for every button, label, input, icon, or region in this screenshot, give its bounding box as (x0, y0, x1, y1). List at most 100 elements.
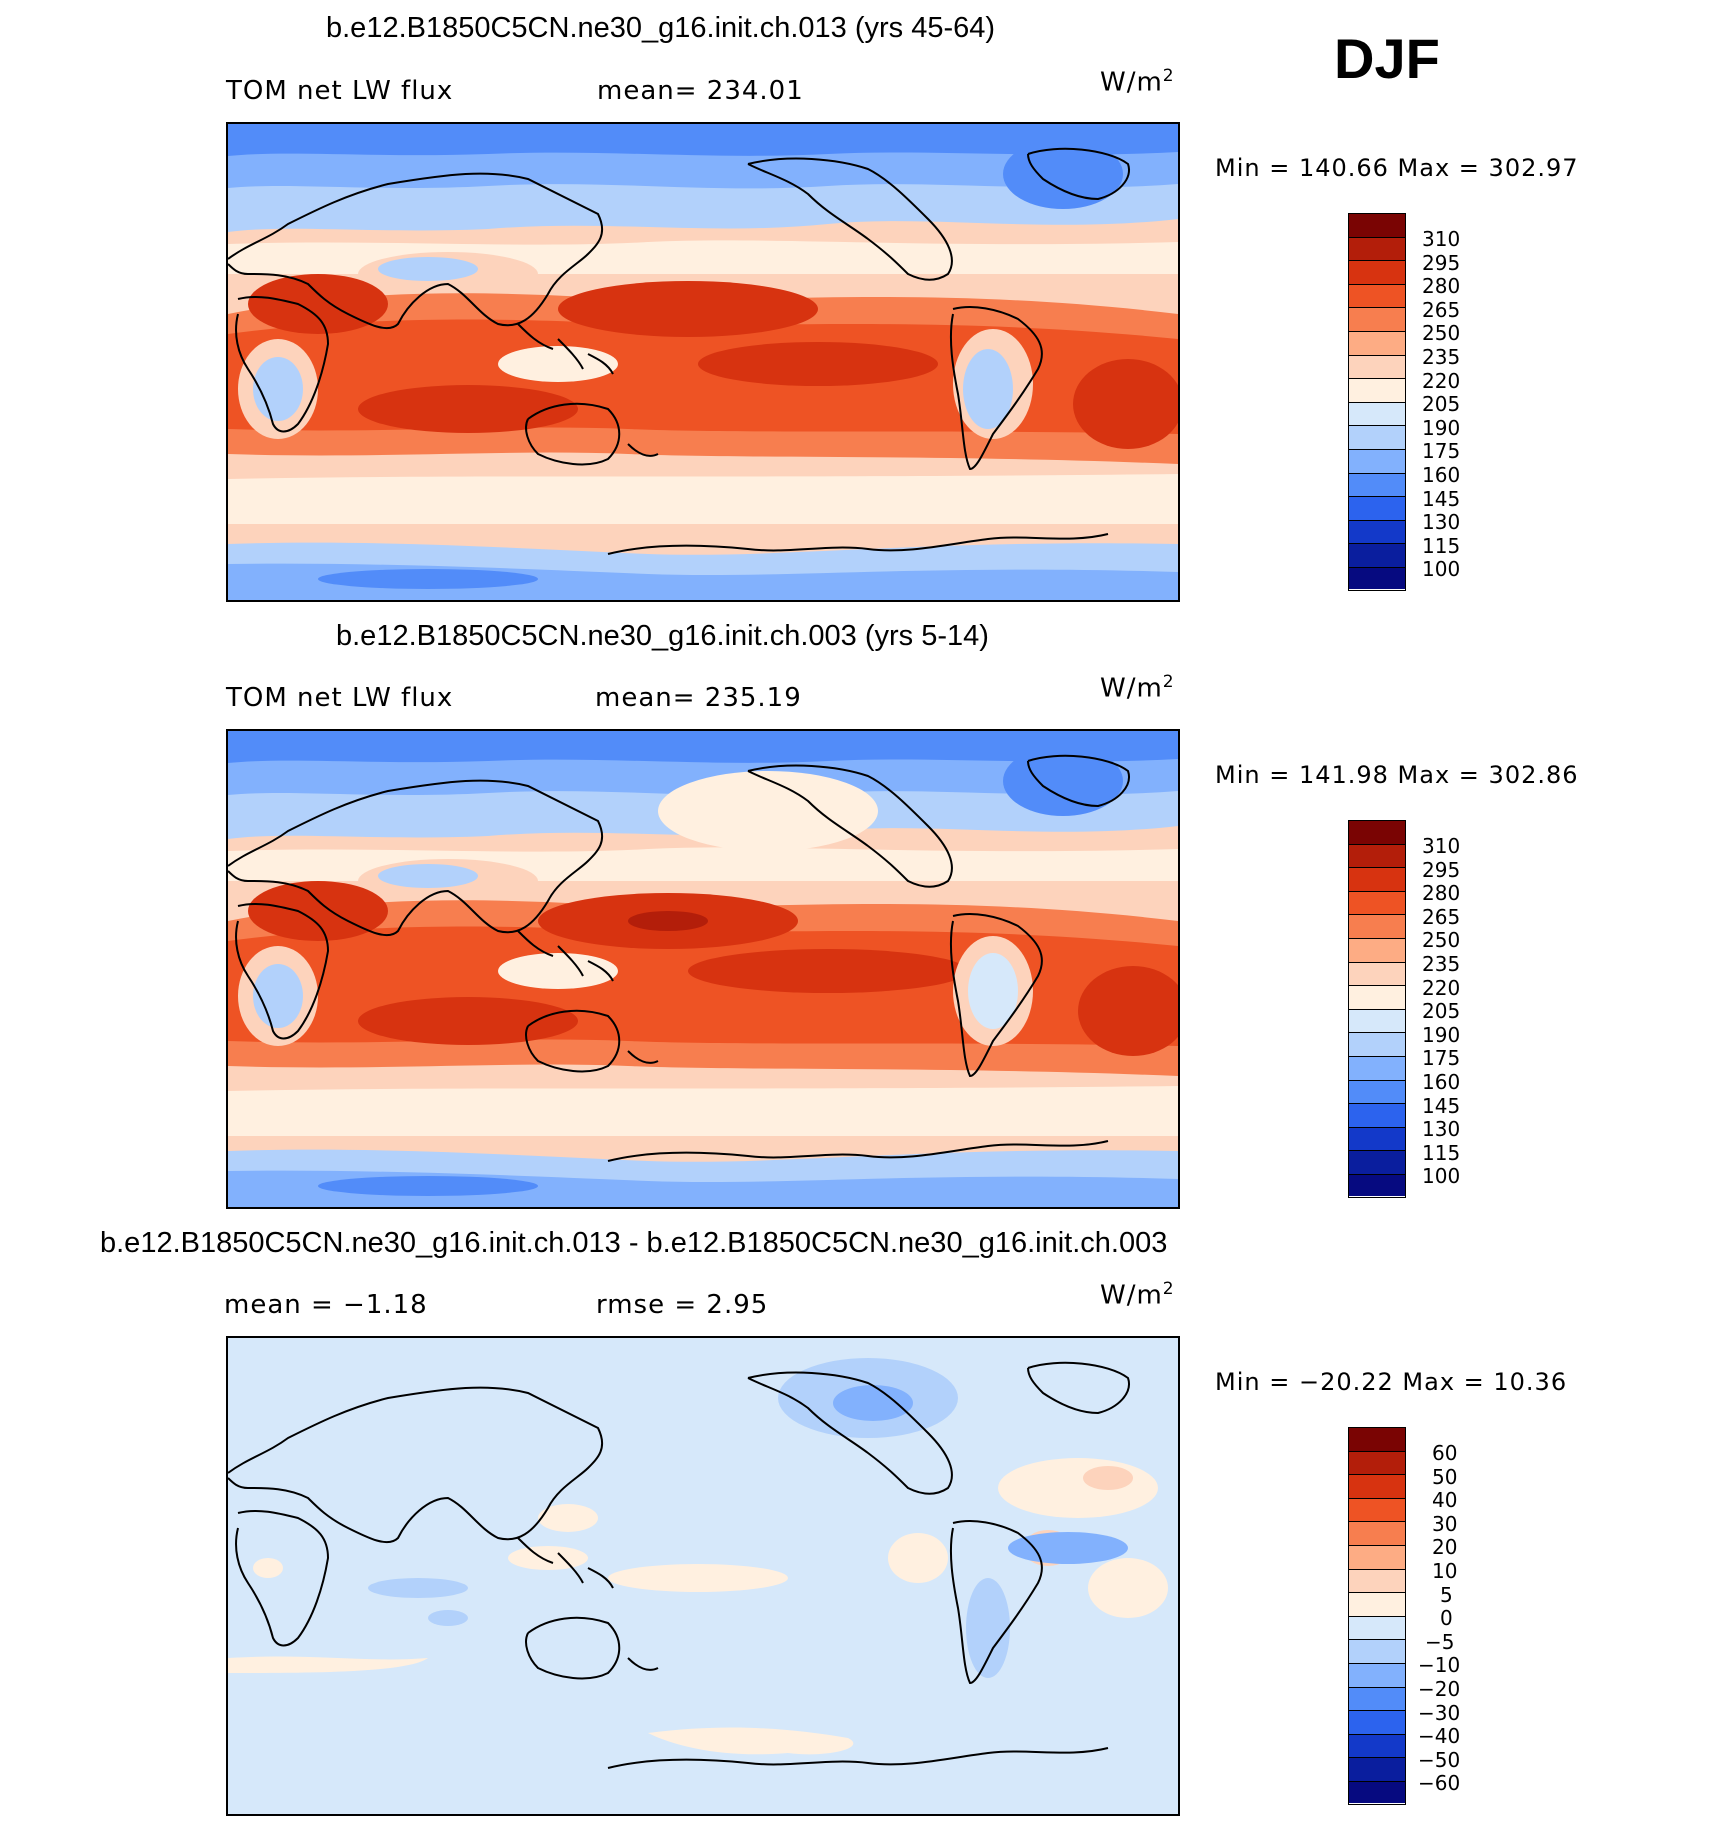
panel-2-mean-label: mean= 235.19 (595, 683, 802, 713)
panel-2-colorbar-swatch (1349, 1127, 1405, 1152)
panel-1-colorbar-swatch (1349, 355, 1405, 380)
panel-3-colorbar-swatch (1349, 1664, 1405, 1688)
panel-2-colorbar-label: 160 (1422, 1070, 1461, 1094)
panel-2-colorbar-swatch (1349, 1151, 1405, 1175)
panel-1-colorbar-swatch (1349, 450, 1405, 474)
panel-3-colorbar-label: −40 (1418, 1724, 1461, 1748)
panel-2-map-field (228, 731, 1178, 1207)
panel-1-colorbar-label: 280 (1422, 274, 1461, 298)
panel-1-colorbar-label: 265 (1422, 298, 1461, 322)
panel-3-colorbar-label: 20 (1432, 1535, 1458, 1559)
panel-2-units: W/m2 (1100, 672, 1175, 704)
panel-1-colorbar-label: 220 (1422, 369, 1461, 393)
panel-3-colorbar-swatch (1349, 1687, 1405, 1712)
panel-1-colorbar-label: 310 (1422, 227, 1461, 251)
panel-3-mean-label: mean = −1.18 (224, 1290, 428, 1320)
panel-1-colorbar-label: 130 (1422, 510, 1461, 534)
panel-2-colorbar-label: 175 (1422, 1046, 1461, 1070)
panel-3-units: W/m2 (1100, 1279, 1175, 1311)
panel-3-colorbar-swatch (1349, 1593, 1405, 1617)
panel-2-colorbar-label: 145 (1422, 1094, 1461, 1118)
panel-1-map-field (228, 124, 1178, 600)
panel-1-colorbar-swatch (1349, 214, 1405, 238)
panel-2-colorbar-swatch (1349, 844, 1405, 869)
panel-2-colorbar-swatch (1349, 986, 1405, 1010)
panel-2-colorbar-swatch (1349, 868, 1405, 892)
panel-2-colorbar (1348, 820, 1406, 1198)
panel-3-colorbar-swatch (1349, 1428, 1405, 1452)
panel-2-colorbar-label: 280 (1422, 881, 1461, 905)
panel-3-colorbar-swatch (1349, 1616, 1405, 1641)
panel-1-map (226, 122, 1180, 602)
panel-3-map-field (228, 1338, 1178, 1814)
panel-2-minmax: Min = 141.98 Max = 302.86 (1215, 761, 1579, 789)
panel-1-mean-label: mean= 234.01 (597, 76, 804, 106)
panel-2-map (226, 729, 1180, 1209)
panel-2-colorbar-label: 100 (1422, 1164, 1461, 1188)
panel-3-colorbar-swatch (1349, 1546, 1405, 1570)
panel-1-colorbar-label: 100 (1422, 557, 1461, 581)
panel-1-colorbar-label: 235 (1422, 345, 1461, 369)
panel-3-colorbar-label: 50 (1432, 1465, 1458, 1489)
panel-2-colorbar-swatch (1349, 1080, 1405, 1105)
panel-3-colorbar-swatch (1349, 1782, 1405, 1803)
panel-1-colorbar-label: 160 (1422, 463, 1461, 487)
panel-1-colorbar-swatch (1349, 520, 1405, 545)
panel-3-colorbar-swatch (1349, 1522, 1405, 1546)
panel-1-colorbar-swatch (1349, 308, 1405, 332)
panel-2-colorbar-label: 130 (1422, 1117, 1461, 1141)
panel-1-colorbar-label: 175 (1422, 439, 1461, 463)
panel-3-colorbar-label: 0 (1440, 1606, 1453, 1630)
panel-3-colorbar-label: −30 (1418, 1701, 1461, 1725)
panel-1-colorbar-swatch (1349, 497, 1405, 521)
panel-2-colorbar-swatch (1349, 1033, 1405, 1057)
panel-3-map (226, 1336, 1180, 1816)
panel-2-colorbar-swatch (1349, 1104, 1405, 1128)
panel-1-colorbar-label: 250 (1422, 321, 1461, 345)
panel-2-colorbar-swatch (1349, 939, 1405, 963)
panel-3-colorbar-label: −10 (1418, 1653, 1461, 1677)
panel-1-colorbar-label: 145 (1422, 487, 1461, 511)
panel-3-minmax: Min = −20.22 Max = 10.36 (1215, 1368, 1568, 1396)
panel-1-colorbar-swatch (1349, 426, 1405, 450)
panel-3-colorbar-label: −5 (1425, 1630, 1455, 1654)
panel-1-colorbar-swatch (1349, 332, 1405, 356)
panel-3-colorbar-label: 10 (1432, 1559, 1458, 1583)
panel-3-colorbar-swatch (1349, 1475, 1405, 1499)
panel-1-colorbar-swatch (1349, 379, 1405, 403)
panel-1-colorbar-label: 115 (1422, 534, 1461, 558)
panel-2-colorbar-swatch (1349, 1175, 1405, 1196)
panel-2-colorbar-label: 235 (1422, 952, 1461, 976)
season-label: DJF (1334, 27, 1440, 90)
panel-2-colorbar-label: 310 (1422, 834, 1461, 858)
panel-1-colorbar-swatch (1349, 568, 1405, 589)
panel-2-colorbar-swatch (1349, 891, 1405, 916)
panel-3-colorbar-label: 30 (1432, 1512, 1458, 1536)
panel-1-colorbar-swatch (1349, 544, 1405, 568)
panel-1-title: b.e12.B1850C5CN.ne30_g16.init.ch.013 (yr… (326, 12, 996, 44)
panel-3-title: b.e12.B1850C5CN.ne30_g16.init.ch.013 - b… (100, 1227, 1168, 1259)
panel-3-colorbar-label: −20 (1418, 1677, 1461, 1701)
panel-2-colorbar-label: 190 (1422, 1023, 1461, 1047)
panel-3-colorbar-label: −50 (1418, 1748, 1461, 1772)
panel-1-colorbar-label: 295 (1422, 251, 1461, 275)
panel-2-colorbar-swatch (1349, 1057, 1405, 1081)
panel-1-colorbar-swatch (1349, 473, 1405, 498)
panel-2-colorbar-swatch (1349, 915, 1405, 939)
panel-3-colorbar-swatch (1349, 1758, 1405, 1782)
panel-1-units: W/m2 (1100, 66, 1175, 98)
panel-1-colorbar-label: 190 (1422, 416, 1461, 440)
panel-2-colorbar-swatch (1349, 1009, 1405, 1034)
panel-2-colorbar-label: 220 (1422, 976, 1461, 1000)
panel-1-minmax: Min = 140.66 Max = 302.97 (1215, 154, 1579, 182)
panel-3-colorbar-swatch (1349, 1569, 1405, 1594)
panel-2-colorbar-label: 265 (1422, 905, 1461, 929)
panel-2-colorbar-label: 115 (1422, 1141, 1461, 1165)
panel-1-colorbar-swatch (1349, 284, 1405, 309)
panel-1-variable-label: TOM net LW flux (226, 76, 454, 106)
panel-1-colorbar-swatch (1349, 237, 1405, 262)
panel-3-colorbar-label: 5 (1440, 1583, 1453, 1607)
panel-1-colorbar-label: 205 (1422, 392, 1461, 416)
panel-2-colorbar-swatch (1349, 821, 1405, 845)
panel-2-colorbar-swatch (1349, 962, 1405, 987)
